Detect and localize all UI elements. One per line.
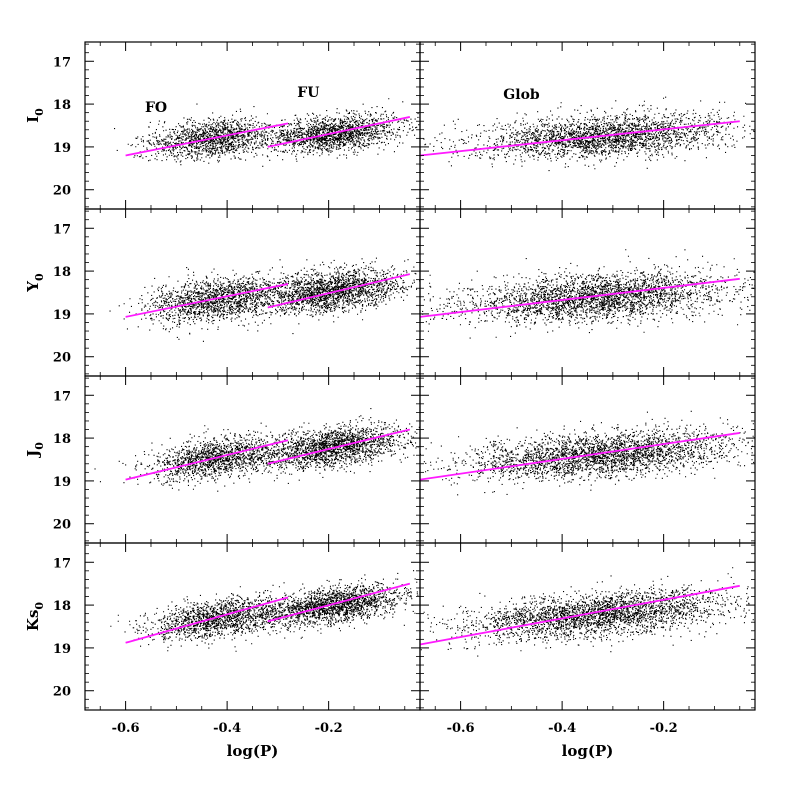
y-axis-label-y: Y0	[24, 273, 46, 293]
y-axis-label-i: I0	[24, 108, 46, 123]
fit-line-fo	[125, 122, 289, 157]
fit-line-fo	[125, 283, 289, 318]
y-tick-label: 19	[53, 642, 71, 657]
fit-line-fu	[267, 582, 411, 623]
panel-frame	[84, 375, 421, 544]
scatter-points	[88, 98, 420, 167]
fit-line-glob	[419, 584, 740, 646]
y-tick-label: 17	[53, 556, 71, 571]
scatter-points	[109, 257, 420, 342]
y-tick-label: 17	[53, 222, 71, 237]
x-tick-label: -0.2	[650, 721, 678, 736]
y-tick-label: 18	[53, 599, 71, 614]
scatter-points	[420, 567, 755, 657]
y-tick-label: 20	[53, 518, 71, 533]
y-axis-label-j: J0	[24, 442, 46, 459]
scatter-points	[420, 410, 755, 496]
panel-frame	[419, 375, 756, 544]
y-tick-label: 18	[53, 265, 71, 280]
y-tick-label: 20	[53, 351, 71, 366]
x-axis-label: log(P)	[227, 742, 279, 760]
x-tick-label: -0.4	[213, 721, 241, 736]
panel-i0-glob	[419, 41, 756, 210]
panel-frame	[419, 208, 756, 377]
y-tick-label: 19	[53, 308, 71, 323]
panel-y0-glob	[419, 208, 756, 377]
panel-j0-fo-fu	[84, 375, 421, 544]
y-tick-label: 17	[53, 55, 71, 70]
annotation-fo: FO	[145, 100, 167, 116]
y-tick-label: 20	[53, 685, 71, 700]
y-tick-label: 18	[53, 432, 71, 447]
y-tick-label: 17	[53, 389, 71, 404]
fit-line-fo	[125, 439, 289, 481]
y-tick-label: 19	[53, 141, 71, 156]
scatter-points	[422, 249, 755, 339]
x-axis-label: log(P)	[562, 742, 614, 760]
fit-line-fu	[267, 428, 411, 465]
y-tick-label: 18	[53, 98, 71, 113]
panel-j0-glob	[419, 375, 756, 544]
x-tick-label: -0.6	[447, 721, 475, 736]
fit-line-fu	[267, 116, 411, 148]
panel-ks0-glob	[419, 542, 756, 711]
panel-y0-fo-fu	[84, 208, 421, 377]
panels-layer	[84, 41, 756, 711]
scatter-points	[422, 96, 755, 172]
x-tick-label: -0.6	[112, 721, 140, 736]
scatter-points	[110, 570, 419, 652]
fit-line-fu	[267, 273, 411, 309]
x-tick-label: -0.2	[315, 721, 343, 736]
fit-line-fo	[125, 596, 289, 644]
y-tick-label: 19	[53, 475, 71, 490]
panel-frame	[84, 542, 421, 711]
axis-labels-layer: 17 18 19 20 I0 FO FU Glob 17 18 19 20 Y0 17 18 19 20 J0 17…	[24, 55, 678, 760]
annotation-fu: FU	[297, 85, 319, 101]
annotation-glob: Glob	[503, 87, 540, 103]
y-axis-label-ks: Ks0	[24, 602, 46, 631]
fit-line-glob	[419, 277, 740, 318]
panel-ks0-fo-fu	[84, 542, 421, 711]
fit-line-glob	[419, 432, 740, 481]
x-tick-label: -0.4	[548, 721, 576, 736]
y-tick-label: 20	[53, 184, 71, 199]
scatter-points	[94, 408, 420, 492]
fit-line-glob	[419, 120, 740, 157]
panel-i0-fo-fu	[84, 41, 421, 210]
